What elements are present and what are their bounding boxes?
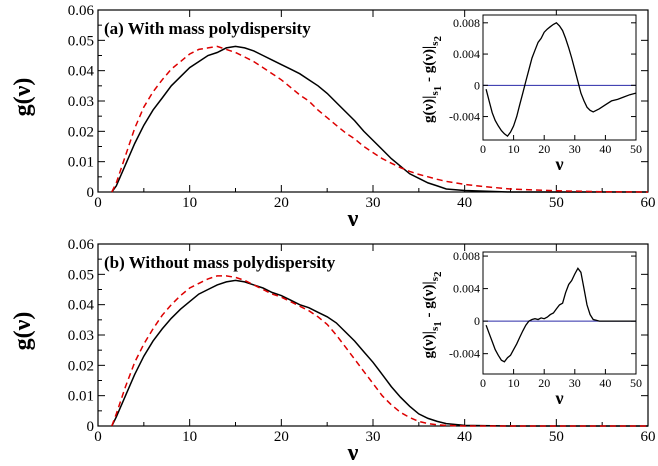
inset-y-tick-label: 0.008: [453, 16, 480, 30]
x-tick-label: 60: [641, 195, 656, 211]
inset-x-tick-label: 20: [538, 142, 550, 156]
x-tick-label: 30: [366, 429, 381, 445]
y-tick-label: 0: [87, 419, 95, 435]
x-tick-label: 40: [457, 429, 472, 445]
y-tick-label: 0.04: [68, 298, 95, 314]
inset-y-axis-label-part: s: [429, 41, 441, 46]
red-dashed-series-line: [111, 45, 649, 193]
y-tick-label: 0.02: [68, 358, 94, 374]
inset-difference-line: [485, 267, 636, 363]
inset-x-tick-label: 10: [508, 376, 520, 390]
inset-frame: [482, 14, 637, 141]
inset-y-axis-label-part: 2: [432, 35, 444, 41]
x-tick-label: 20: [274, 429, 289, 445]
inset-y-axis-label-part: s: [429, 276, 441, 281]
y-axis-label: g(ν): [10, 78, 36, 117]
inset-x-tick-label: 40: [599, 376, 611, 390]
x-axis-label: ν: [347, 206, 359, 232]
inset-y-axis-label-part: 1: [432, 86, 444, 92]
inset-y-tick-label: 0.008: [453, 249, 480, 263]
inset-x-axis-label: ν: [554, 154, 563, 174]
panel-b: 0 10 20 30 40 50 6000.010.020.030.040.050.06νg…: [10, 237, 656, 466]
x-tick-label: 60: [641, 429, 656, 445]
inset-x-tick-label: 20: [538, 376, 550, 390]
y-axis-label: g(ν): [10, 312, 36, 351]
x-tick-label: 0: [94, 195, 102, 211]
y-tick-label: 0.03: [68, 328, 94, 344]
y-tick-label: 0.06: [68, 237, 95, 253]
inset-x-tick-label: 0: [480, 376, 486, 390]
inset-x-tick-label: 50: [630, 376, 642, 390]
inset-y-axis-label-part: 1: [432, 321, 444, 327]
inset-x-tick-label: 50: [630, 142, 642, 156]
y-tick-label: 0.03: [68, 94, 94, 110]
inset-x-tick-label: 10: [508, 142, 520, 156]
inset-y-axis-label-part: s: [429, 91, 441, 96]
inset-y-axis-label-part: g(ν)|: [421, 331, 437, 359]
inset-y-axis-label-part: g(ν)|: [421, 96, 437, 124]
y-tick-label: 0.05: [68, 267, 94, 283]
inset-y-tick-label: -0.004: [449, 110, 480, 124]
x-tick-label: 20: [274, 195, 289, 211]
inset-y-axis-label: g(ν)|s1 - g(ν)|s2: [421, 271, 444, 359]
inset-x-tick-label: 30: [569, 376, 581, 390]
panel-title: (a) With mass polydispersity: [104, 19, 311, 38]
panel-title: (b) Without mass polydispersity: [104, 253, 336, 272]
x-tick-label: 50: [549, 195, 564, 211]
inset-y-tick-label: 0.004: [453, 47, 480, 61]
x-axis-label: ν: [347, 440, 359, 466]
inset-y-axis-label-part: 2: [432, 271, 444, 277]
x-tick-label: 30: [366, 195, 381, 211]
x-tick-label: 10: [182, 429, 197, 445]
y-tick-label: 0.02: [68, 124, 94, 140]
x-tick-label: 50: [549, 429, 564, 445]
black-solid-series-line: [111, 45, 648, 193]
inset-y-axis-label-part: s: [429, 326, 441, 331]
x-tick-label: 0: [94, 429, 102, 445]
inset-y-axis-label: g(ν)|s1 - g(ν)|s2: [421, 35, 444, 123]
y-tick-label: 0: [87, 185, 95, 201]
y-tick-label: 0.04: [68, 64, 95, 80]
black-solid-series-line: [111, 279, 648, 427]
y-tick-label: 0.01: [68, 155, 94, 171]
inset-y-axis-label-part: - g(ν)|: [421, 281, 437, 321]
y-tick-label: 0.01: [68, 389, 94, 405]
red-dashed-series-line: [111, 275, 648, 427]
x-tick-label: 10: [182, 195, 197, 211]
inset-x-tick-label: 40: [599, 142, 611, 156]
inset-difference-line: [485, 21, 637, 138]
inset-frame: [482, 251, 637, 375]
x-tick-label: 40: [457, 195, 472, 211]
y-tick-label: 0.05: [68, 33, 94, 49]
y-tick-label: 0.06: [68, 3, 95, 19]
inset-y-tick-label: -0.004: [449, 347, 480, 361]
inset-x-tick-label: 0: [480, 142, 486, 156]
inset-y-tick-label: 0.004: [453, 282, 480, 296]
inset-y-tick-label: 0: [474, 78, 480, 92]
panel-a: 0 10 20 30 40 50 6000.010.020.030.040.050.06νg…: [10, 3, 656, 232]
inset-y-axis-label-part: - g(ν)|: [421, 46, 437, 86]
inset-x-axis-label: ν: [554, 388, 563, 408]
inset-x-tick-label: 30: [569, 142, 581, 156]
inset-y-tick-label: 0: [474, 314, 480, 328]
